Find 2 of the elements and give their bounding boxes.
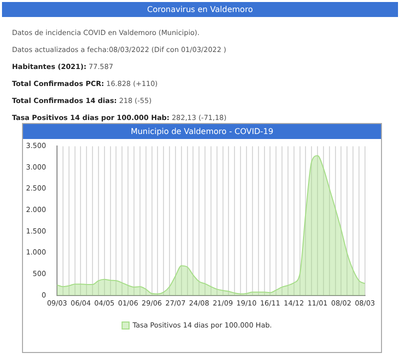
chart-title: Municipio de Valdemoro - COVID-19: [23, 124, 381, 139]
chart-subtitle: Coronavirus en Valdemoro: [2, 2, 398, 17]
